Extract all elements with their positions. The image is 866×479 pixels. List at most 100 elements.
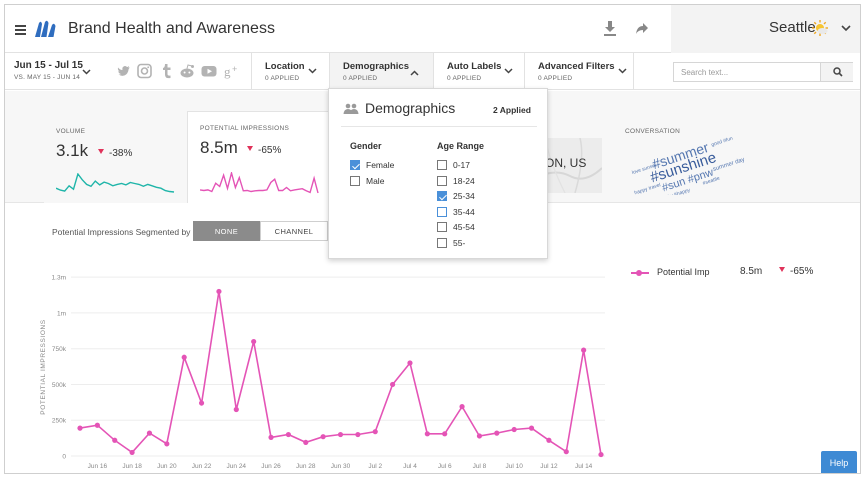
chevron-down-icon <box>308 68 317 74</box>
city-name[interactable]: Seattle <box>769 19 816 36</box>
data-point[interactable] <box>285 431 291 438</box>
gender-checkbox[interactable] <box>350 160 360 170</box>
map-location-text: ON, US <box>545 156 587 170</box>
logo[interactable] <box>34 19 58 39</box>
impressions-label: POTENTIAL IMPRESSIONS <box>200 125 290 132</box>
chevron-down-icon <box>618 68 627 74</box>
data-point[interactable] <box>112 437 118 443</box>
data-point[interactable] <box>407 360 413 366</box>
conversation-card[interactable]: CONVERSATION #summer #sunshine #sun #pnw… <box>613 115 758 203</box>
data-point[interactable] <box>181 354 187 360</box>
google-plus-icon[interactable]: g + <box>224 63 239 79</box>
app-title: Brand Health and Awareness <box>68 20 275 37</box>
location-filter-count: 0 APPLIED <box>265 75 300 82</box>
data-point[interactable] <box>94 422 100 428</box>
chevron-down-icon[interactable] <box>841 24 851 32</box>
segment-label: Potential Impressions Segmented by <box>52 227 191 237</box>
advanced-filters-count: 0 APPLIED <box>538 75 573 82</box>
data-point[interactable] <box>233 406 239 413</box>
age-checkbox[interactable] <box>437 191 447 202</box>
date-range-picker[interactable]: Jun 15 - Jul 15 VS. MAY 15 - JUN 14 <box>14 60 83 81</box>
age-option-label: 55- <box>453 238 466 248</box>
age-checkbox[interactable] <box>437 175 447 186</box>
demographics-applied: 2 Applied <box>493 105 531 115</box>
x-tick-label: Jul 4 <box>403 463 417 470</box>
data-point[interactable] <box>198 400 205 406</box>
twitter-icon[interactable] <box>117 63 131 79</box>
data-point[interactable] <box>164 441 170 447</box>
age-option-label: 0-17 <box>453 160 471 170</box>
search-input[interactable] <box>674 63 819 81</box>
data-point[interactable] <box>337 431 344 438</box>
data-point[interactable] <box>146 430 153 436</box>
data-point[interactable] <box>268 434 274 440</box>
data-point[interactable] <box>581 347 587 353</box>
data-point[interactable] <box>129 449 135 456</box>
data-point[interactable] <box>476 433 483 439</box>
y-tick-label: 250k <box>52 418 67 425</box>
legend-change: -65% <box>779 266 813 277</box>
demographics-filter[interactable]: Demographics 0 APPLIED <box>329 53 433 90</box>
data-point[interactable] <box>424 431 430 437</box>
age-checkbox[interactable] <box>437 160 447 170</box>
segment-channel-button[interactable]: CHANNEL <box>260 221 328 241</box>
city-selector[interactable]: Seattle <box>671 5 860 53</box>
instagram-icon[interactable] <box>137 63 152 79</box>
gender-option-label: Female <box>366 160 395 170</box>
svg-text:happy travel: happy travel <box>634 182 662 195</box>
data-point[interactable] <box>442 431 448 437</box>
impressions-card[interactable]: POTENTIAL IMPRESSIONS 8.5m -65% <box>187 111 330 203</box>
reddit-icon[interactable] <box>179 63 195 79</box>
age-checkbox[interactable] <box>437 222 447 233</box>
data-point[interactable] <box>511 426 517 433</box>
x-tick-label: Jun 18 <box>122 463 142 470</box>
data-point[interactable] <box>251 338 257 345</box>
legend-value: 8.5m <box>740 266 763 277</box>
filter-bar: Jun 15 - Jul 15 VS. MAY 15 - JUN 14 g + <box>5 53 860 90</box>
data-point[interactable] <box>216 288 222 295</box>
volume-label: VOLUME <box>56 128 86 135</box>
x-tick-label: Jul 6 <box>438 463 452 470</box>
gender-checkbox[interactable] <box>350 176 360 186</box>
svg-text:g: g <box>224 64 231 79</box>
age-option-label: 25-34 <box>453 191 475 202</box>
data-point[interactable] <box>303 439 309 446</box>
youtube-icon[interactable] <box>201 63 217 79</box>
menu-icon[interactable] <box>15 25 26 35</box>
data-point[interactable] <box>528 425 535 431</box>
impressions-value: 8.5m <box>200 138 238 157</box>
search-button[interactable] <box>820 63 853 81</box>
share-icon[interactable] <box>635 21 649 35</box>
age-option-label: 18-24 <box>453 175 475 186</box>
data-point[interactable] <box>355 431 361 438</box>
data-point[interactable] <box>459 404 465 410</box>
data-point[interactable] <box>320 434 326 440</box>
demographics-filter-label: Demographics <box>343 61 409 72</box>
tumblr-icon[interactable] <box>160 63 172 79</box>
x-tick-label: Jul 10 <box>505 463 523 470</box>
svg-text:+: + <box>232 64 237 74</box>
data-point[interactable] <box>372 429 378 435</box>
data-point[interactable] <box>494 430 500 436</box>
advanced-filters[interactable]: Advanced Filters 0 APPLIED <box>524 53 634 90</box>
volume-card[interactable]: VOLUME 3.1k -38% <box>44 115 187 203</box>
impressions-sparkline <box>200 172 319 194</box>
advanced-filters-label: Advanced Filters <box>538 61 615 72</box>
help-button[interactable]: Help <box>821 451 857 473</box>
data-point[interactable] <box>546 437 552 443</box>
download-icon[interactable] <box>603 20 617 36</box>
auto-labels-filter[interactable]: Auto Labels 0 APPLIED <box>433 53 524 90</box>
data-point[interactable] <box>563 449 569 455</box>
data-point[interactable] <box>598 451 604 458</box>
location-filter[interactable]: Location 0 APPLIED <box>251 53 329 90</box>
age-checkbox[interactable] <box>437 238 447 248</box>
age-checkbox[interactable] <box>437 206 447 217</box>
chevron-down-icon[interactable] <box>82 69 91 75</box>
gender-option-label: Male <box>366 176 385 186</box>
age-option-label: 45-54 <box>453 222 475 233</box>
data-point[interactable] <box>390 381 396 388</box>
segment-none-button[interactable]: NONE <box>193 221 260 241</box>
age-range-title: Age Range <box>437 141 485 151</box>
y-tick-label: 1.3m <box>52 275 66 282</box>
data-point[interactable] <box>77 425 83 431</box>
